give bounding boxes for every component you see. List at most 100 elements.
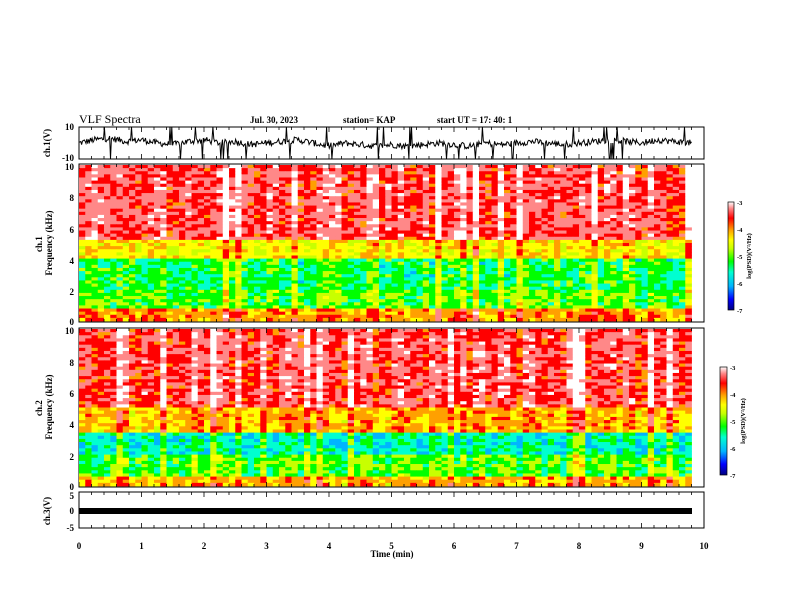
spectrogram-cell [554, 196, 561, 200]
spectrogram-cell [679, 202, 686, 206]
spectrogram-cell [366, 258, 374, 263]
spectrogram-cell [660, 289, 667, 294]
spectrogram-cell [222, 246, 230, 250]
spectrogram-cell [216, 252, 224, 256]
spectrogram-cell [154, 255, 161, 259]
spectrogram-cell [116, 180, 124, 185]
spectrogram-cell [685, 236, 692, 241]
spectrogram-cell [279, 299, 286, 303]
spectrogram-cell [329, 193, 336, 197]
spectrogram-cell [479, 221, 486, 225]
spectrogram-cell [135, 233, 142, 238]
spectrogram-cell [635, 271, 642, 275]
spectrogram-cell [554, 311, 561, 316]
spectrogram-cell [654, 246, 661, 250]
spectrogram-cell [547, 227, 555, 231]
spectrogram-cell [654, 183, 661, 188]
spectrogram-cell [610, 186, 617, 191]
spectrogram-cell [110, 174, 117, 178]
spectrogram-cell [429, 299, 436, 303]
spectrogram-cell [347, 174, 355, 178]
spectrogram-cell [179, 199, 186, 203]
spectrogram-cell [360, 218, 367, 222]
spectrogram-cell [635, 292, 642, 297]
spectrogram-cell [241, 292, 249, 297]
spectrogram-cell [204, 299, 211, 303]
spectrogram-cell [179, 271, 186, 275]
spectrogram-cell [335, 311, 342, 316]
spectrogram-cell [654, 274, 661, 278]
spectrogram-cell [260, 271, 267, 275]
spectrogram-cell [372, 314, 380, 319]
spectrogram-cell [529, 221, 536, 225]
spectrogram-cell [460, 189, 467, 194]
spectrogram-cell [366, 283, 374, 288]
spectrogram-cell [460, 277, 467, 281]
spectrogram-cell [391, 199, 399, 203]
spectrogram-cell [229, 214, 236, 219]
spectrogram-cell [347, 274, 355, 278]
spectrogram-cell [322, 255, 330, 259]
spectrogram-cell [279, 296, 286, 300]
spectrogram-cell [110, 299, 117, 303]
spectrogram-cell [266, 177, 274, 181]
spectrogram-cell [191, 314, 199, 319]
spectrogram-cell [566, 199, 574, 203]
spectrogram-cell [610, 171, 617, 175]
spectrogram-cell [97, 196, 105, 200]
spectrogram-cell [185, 308, 192, 313]
spectrogram-cell [429, 205, 436, 210]
spectrogram-cell [547, 230, 555, 235]
spectrogram-cell [97, 252, 105, 256]
spectrogram-cell [385, 314, 392, 319]
spectrogram-cell [385, 249, 392, 253]
spectrogram-cell [497, 286, 505, 291]
spectrogram-cell [341, 296, 349, 300]
spectrogram-cell [535, 277, 542, 281]
spectrogram-cell [672, 221, 680, 225]
spectrogram-cell [316, 196, 324, 200]
spectrogram-cell [579, 255, 586, 259]
spectrogram-cell [685, 211, 692, 216]
spectrogram-cell [429, 277, 436, 281]
spectrogram-cell [497, 199, 505, 203]
spectrogram-cell [85, 233, 92, 238]
spectrogram-cell [304, 189, 311, 194]
spectrogram-cell [116, 280, 124, 284]
spectrogram-cell [191, 208, 199, 213]
spectrogram-cell [610, 218, 617, 222]
spectrogram-cell [391, 230, 399, 235]
spectrogram-cell [404, 211, 411, 216]
spectrogram-cell [497, 165, 505, 169]
spectrogram-cell [241, 174, 249, 178]
spectrogram-cell [579, 267, 586, 272]
spectrogram-cell [379, 186, 386, 191]
spectrogram-cell [485, 308, 492, 313]
spectrogram-cell [129, 274, 136, 278]
spectrogram-cell [479, 308, 486, 313]
spectrogram-cell [247, 311, 255, 316]
spectrogram-cell [535, 218, 542, 222]
spectrogram-cell [154, 239, 161, 244]
spectrogram-cell [454, 280, 461, 284]
spectrogram-cell [641, 239, 649, 244]
spectrogram-cell [404, 258, 411, 263]
spectrogram-cell [541, 168, 549, 172]
spectrogram-cell [672, 317, 680, 322]
spectrogram-cell [566, 208, 574, 213]
spectrogram-cell [329, 199, 336, 203]
spectrogram-cell [516, 286, 524, 291]
spectrogram-cell [379, 258, 386, 263]
spectrogram-cell [447, 180, 455, 185]
spectrogram-cell [491, 274, 499, 278]
spectrogram-cell [472, 305, 480, 309]
spectrogram-cell [247, 252, 255, 256]
spectrogram-cell [429, 174, 436, 178]
spectrogram-cell [310, 239, 317, 244]
spectrogram-cell [635, 314, 642, 319]
spectrogram-cell [522, 236, 530, 241]
spectrogram-cell [541, 289, 549, 294]
spectrogram-cell [110, 193, 117, 197]
spectrogram-cell [622, 165, 630, 169]
spectrogram-cell [516, 283, 524, 288]
